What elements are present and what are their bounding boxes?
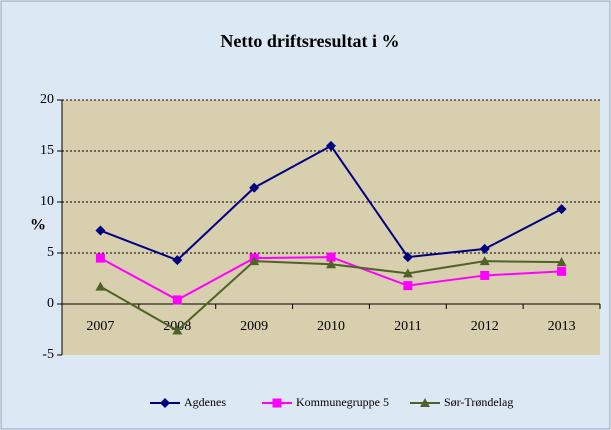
marker bbox=[172, 325, 183, 335]
marker bbox=[403, 281, 413, 291]
marker bbox=[479, 256, 490, 266]
marker bbox=[272, 398, 282, 408]
plot-area bbox=[62, 100, 600, 355]
x-tick-label: 2009 bbox=[240, 319, 268, 334]
y-tick-label: -5 bbox=[42, 347, 54, 362]
marker bbox=[402, 252, 413, 263]
y-axis-label: % bbox=[30, 217, 46, 234]
legend-label: Kommunegruppe 5 bbox=[296, 395, 389, 409]
marker bbox=[95, 281, 106, 291]
x-tick-label: 2010 bbox=[317, 319, 345, 334]
legend-label: Sør-Trøndelag bbox=[444, 395, 513, 409]
x-tick-label: 2011 bbox=[394, 319, 421, 334]
marker bbox=[326, 259, 336, 269]
y-tick-label: 20 bbox=[40, 92, 54, 107]
y-tick-label: 5 bbox=[47, 245, 54, 260]
marker bbox=[556, 204, 567, 215]
marker bbox=[420, 398, 430, 407]
x-tick-label: 2013 bbox=[548, 319, 576, 334]
marker bbox=[95, 225, 106, 236]
marker bbox=[479, 243, 490, 254]
legend-label: Agdenes bbox=[184, 395, 226, 409]
marker bbox=[249, 182, 260, 193]
x-tick-label: 2012 bbox=[471, 319, 499, 334]
marker bbox=[95, 253, 105, 263]
marker bbox=[172, 255, 183, 266]
marker bbox=[326, 252, 336, 262]
marker bbox=[480, 270, 490, 280]
marker bbox=[249, 256, 260, 266]
marker bbox=[556, 257, 567, 267]
marker bbox=[402, 268, 413, 278]
marker bbox=[557, 266, 567, 276]
marker bbox=[326, 140, 336, 151]
y-tick-label: 15 bbox=[40, 143, 54, 158]
marker bbox=[172, 295, 182, 305]
y-tick-label: 0 bbox=[47, 296, 54, 311]
chart-title: Netto driftsresultat i % bbox=[220, 31, 399, 51]
y-tick-label: 10 bbox=[40, 194, 54, 209]
marker bbox=[160, 398, 170, 408]
x-tick-label: 2007 bbox=[86, 319, 114, 334]
